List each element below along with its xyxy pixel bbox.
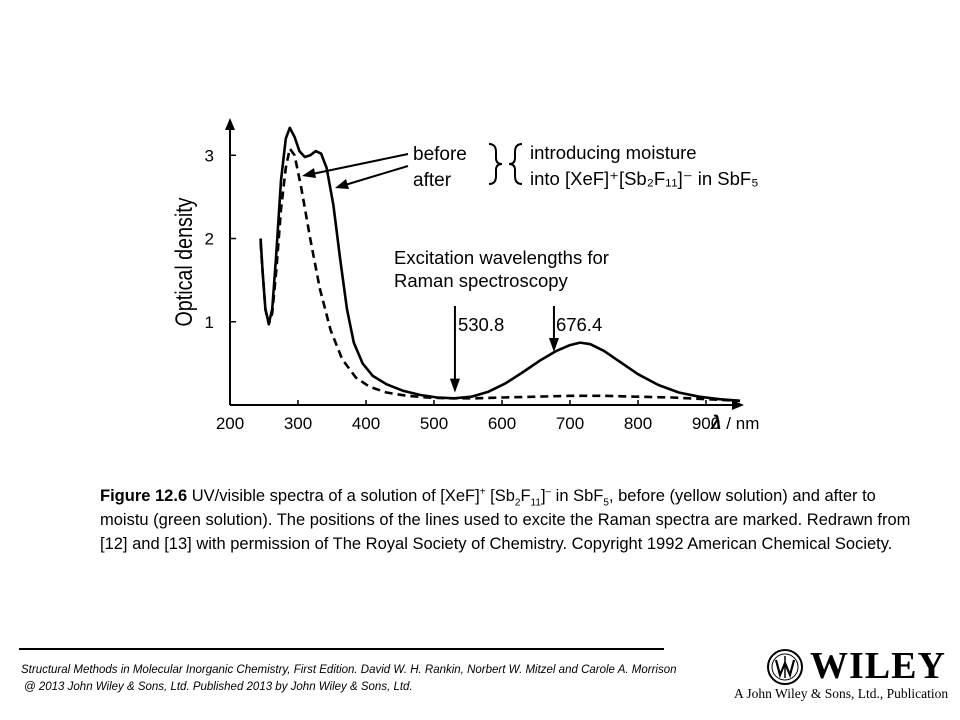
left-brace — [508, 143, 523, 185]
excitation-arrow-head — [548, 338, 559, 352]
before-arrow — [302, 153, 409, 178]
after-arrow — [335, 165, 409, 189]
chart-ticks: 200 300 400 500 600 700 800 900 1 2 3 — [205, 146, 721, 433]
footer-line-2: @ 2013 John Wiley & Sons, Ltd. Published… — [24, 681, 413, 693]
caption-sub-5: 5 — [603, 497, 609, 509]
caption-sub-2: 2 — [514, 497, 521, 509]
caption-text-3: F — [520, 487, 531, 505]
y-axis-label: Optical density — [170, 197, 197, 326]
caption-sup-plus: + — [479, 486, 486, 498]
wiley-tagline: A John Wiley & Sons, Ltd., Publication — [734, 686, 949, 701]
x-tick-label: 300 — [284, 414, 312, 433]
figure-caption: Figure 12.6 UV/visible spectra of a solu… — [100, 484, 920, 556]
excitation-wavelength-label: 530.8 — [458, 314, 504, 335]
footer-divider — [19, 648, 664, 650]
wiley-wordmark: WILEY — [810, 645, 946, 687]
caption-sup-minus: – — [545, 486, 552, 498]
caption-text-6: , before (yellow solution) and after to … — [100, 487, 911, 553]
y-tick-label: 1 — [205, 313, 214, 332]
x-axis-label: λ / nm — [710, 413, 759, 434]
x-tick-label: 600 — [488, 414, 516, 433]
x-tick-label: 200 — [216, 414, 244, 433]
footer-line-1: Structural Methods in Molecular Inorgani… — [21, 664, 677, 676]
caption-text-2: [Sb — [485, 487, 515, 505]
caption-text-1: UV/visible spectra of a solution of [XeF… — [187, 487, 480, 505]
wiley-logo: WILEY A John Wiley & Sons, Ltd., Publica… — [734, 645, 948, 706]
excitation-markers: 530.8 676.4 — [449, 306, 602, 393]
x-tick-label: 900 — [692, 414, 720, 433]
x-tick-label: 800 — [624, 414, 652, 433]
y-axis-arrow — [225, 118, 235, 130]
x-tick-label: 500 — [420, 414, 448, 433]
chart-series — [259, 126, 741, 403]
chart-axes — [225, 118, 744, 410]
moisture-label-line2: into [XeF]⁺[Sb₂F₁₁]⁻ in SbF₅ — [530, 168, 759, 189]
spectra-chart: 200 300 400 500 600 700 800 900 1 2 3 Optical dens… — [170, 118, 759, 434]
before-label: before — [413, 144, 467, 165]
caption-sub-11: 11 — [530, 497, 541, 509]
excitation-arrow-head — [449, 378, 460, 393]
excitation-title-line2: Raman spectroscopy — [394, 270, 569, 291]
x-tick-label: 700 — [556, 414, 584, 433]
x-axis-arrow — [732, 400, 744, 410]
right-brace — [488, 143, 503, 185]
series-line-after — [259, 126, 741, 403]
after-label: after — [413, 170, 452, 191]
x-axis-unit: / nm — [722, 414, 760, 433]
footer-citation: Structural Methods in Molecular Inorgani… — [21, 662, 741, 696]
figure-label: Figure 12.6 — [100, 487, 188, 505]
caption-text-4: ] — [540, 487, 546, 505]
excitation-title-line1: Excitation wavelengths for — [394, 247, 609, 268]
lambda-symbol: λ — [710, 413, 722, 434]
series-line-before — [259, 147, 741, 403]
x-tick-label: 400 — [352, 414, 380, 433]
excitation-wavelength-label: 676.4 — [556, 314, 602, 335]
caption-text-5: in SbF — [551, 487, 604, 505]
y-tick-label: 3 — [205, 146, 214, 165]
moisture-label-line1: introducing moisture — [530, 142, 697, 163]
wiley-seal-icon — [767, 649, 803, 685]
y-tick-label: 2 — [205, 230, 214, 249]
